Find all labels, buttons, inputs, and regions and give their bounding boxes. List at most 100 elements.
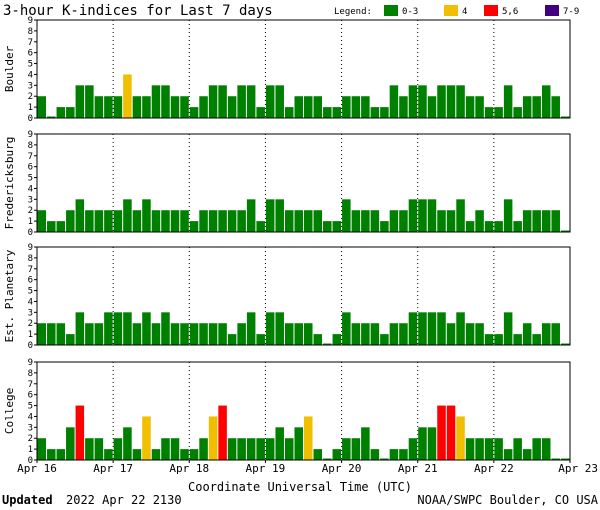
bar: [408, 438, 418, 460]
bar: [437, 405, 446, 460]
bar: [142, 312, 151, 345]
bar: [541, 323, 551, 345]
bar: [37, 438, 47, 460]
y-tick-label: 4: [28, 70, 33, 80]
bar: [265, 199, 275, 232]
panel-label: Fredericksburg: [3, 137, 16, 230]
bar: [227, 96, 237, 118]
footer-updated-value: 2022 Apr 22 2130: [66, 493, 182, 507]
bar: [342, 312, 351, 345]
y-tick-label: 5: [28, 402, 33, 412]
bar: [513, 221, 522, 232]
y-tick-label: 3: [28, 308, 33, 318]
bar: [113, 96, 123, 118]
y-tick-label: 8: [28, 141, 33, 151]
y-tick-label: 8: [28, 369, 33, 379]
bar: [551, 458, 560, 460]
panel-frame: [36, 246, 571, 346]
bar: [208, 210, 218, 232]
x-tick-label: Apr 20: [322, 462, 362, 475]
bar: [75, 312, 85, 345]
bar: [304, 210, 313, 232]
bar: [541, 210, 551, 232]
bar: [256, 334, 265, 345]
chart-title: 3-hour K-indices for Last 7 days: [3, 3, 273, 19]
bar: [532, 334, 541, 345]
bar: [246, 199, 256, 232]
bar: [66, 210, 75, 232]
bar: [265, 312, 275, 345]
bar: [218, 323, 227, 345]
bar: [113, 312, 123, 345]
legend-text-5-6: 5,6: [502, 7, 518, 17]
legend-swatch-yellow: [444, 5, 458, 16]
y-tick-label: 8: [28, 254, 33, 264]
bar: [265, 85, 275, 118]
bar: [66, 107, 75, 118]
bar: [332, 221, 342, 232]
x-tick-label: Apr 17: [93, 462, 133, 475]
y-tick-label: 7: [28, 265, 33, 275]
bar: [456, 312, 465, 345]
bar: [361, 96, 370, 118]
y-tick-label: 6: [28, 49, 33, 59]
bar: [389, 85, 399, 118]
bar: [47, 116, 56, 118]
bar: [475, 438, 484, 460]
bar: [418, 312, 427, 345]
bar: [522, 323, 532, 345]
bar: [180, 449, 189, 460]
bar: [256, 221, 265, 232]
bar: [275, 199, 284, 232]
panel-label: College: [3, 388, 16, 434]
bar: [208, 323, 218, 345]
bar: [85, 438, 94, 460]
bar: [465, 438, 475, 460]
footer-source: NOAA/SWPC Boulder, CO USA: [417, 493, 598, 507]
bar: [180, 96, 189, 118]
bar: [256, 438, 265, 460]
bar: [361, 210, 370, 232]
bar: [427, 96, 437, 118]
y-tick-label: 6: [28, 163, 33, 173]
y-tick-label: 5: [28, 287, 33, 297]
bar: [551, 96, 560, 118]
bar: [47, 221, 56, 232]
bar: [85, 210, 94, 232]
bar: [227, 438, 237, 460]
bar: [66, 334, 75, 345]
bar: [104, 210, 113, 232]
y-tick-label: 0: [28, 228, 33, 238]
bar: [408, 199, 418, 232]
bar: [246, 312, 256, 345]
y-tick-label: 9: [28, 243, 33, 253]
bar: [418, 199, 427, 232]
bar: [113, 438, 123, 460]
bar: [532, 210, 541, 232]
bar: [75, 199, 85, 232]
x-tick-label: Apr 18: [169, 462, 209, 475]
bar: [437, 210, 446, 232]
bar: [218, 85, 227, 118]
bar: [304, 96, 313, 118]
legend-swatch-red: [484, 5, 498, 16]
bar: [503, 199, 513, 232]
bar: [399, 96, 408, 118]
bar: [170, 323, 180, 345]
bar: [503, 449, 513, 460]
bar: [351, 438, 361, 460]
bar: [294, 210, 303, 232]
y-tick-label: 2: [28, 319, 33, 329]
bar: [427, 427, 437, 460]
bar: [94, 323, 104, 345]
bar: [294, 323, 303, 345]
bar: [332, 334, 342, 345]
legend-item-7-9: 7-9: [545, 5, 579, 17]
bar: [189, 449, 199, 460]
bar: [189, 323, 199, 345]
bar: [56, 449, 66, 460]
bar: [494, 107, 503, 118]
